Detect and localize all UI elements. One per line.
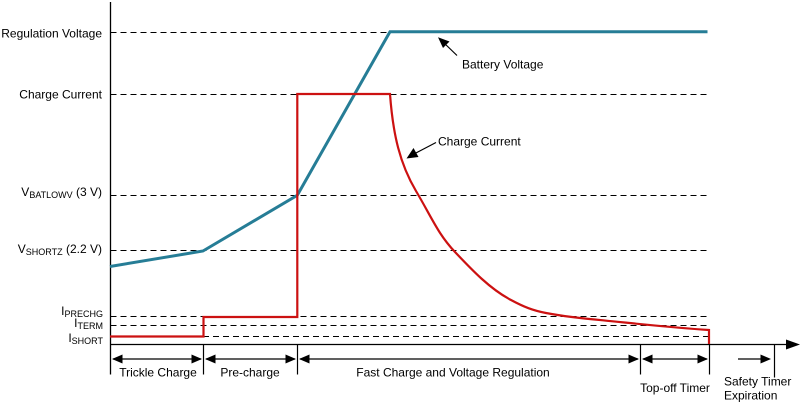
svg-text:ISHORT: ISHORT xyxy=(68,331,103,346)
svg-text:Charge Current: Charge Current xyxy=(19,88,102,102)
svg-text:Pre-charge: Pre-charge xyxy=(220,366,280,380)
svg-text:Trickle Charge: Trickle Charge xyxy=(119,366,197,380)
svg-text:Battery Voltage: Battery Voltage xyxy=(462,58,544,72)
svg-text:IPRECHG: IPRECHG xyxy=(61,304,103,319)
svg-text:VSHORTZ (2.2 V): VSHORTZ (2.2 V) xyxy=(18,242,102,257)
svg-text:VBATLOWV (3 V): VBATLOWV (3 V) xyxy=(21,185,102,200)
svg-text:Charge Current: Charge Current xyxy=(438,135,521,149)
svg-text:Expiration: Expiration xyxy=(724,389,777,403)
svg-text:Regulation Voltage: Regulation Voltage xyxy=(1,27,102,41)
svg-text:Top-off Timer: Top-off Timer xyxy=(640,381,710,395)
svg-text:Safety Timer: Safety Timer xyxy=(724,375,791,389)
svg-text:Fast Charge and Voltage Regula: Fast Charge and Voltage Regulation xyxy=(356,366,549,380)
